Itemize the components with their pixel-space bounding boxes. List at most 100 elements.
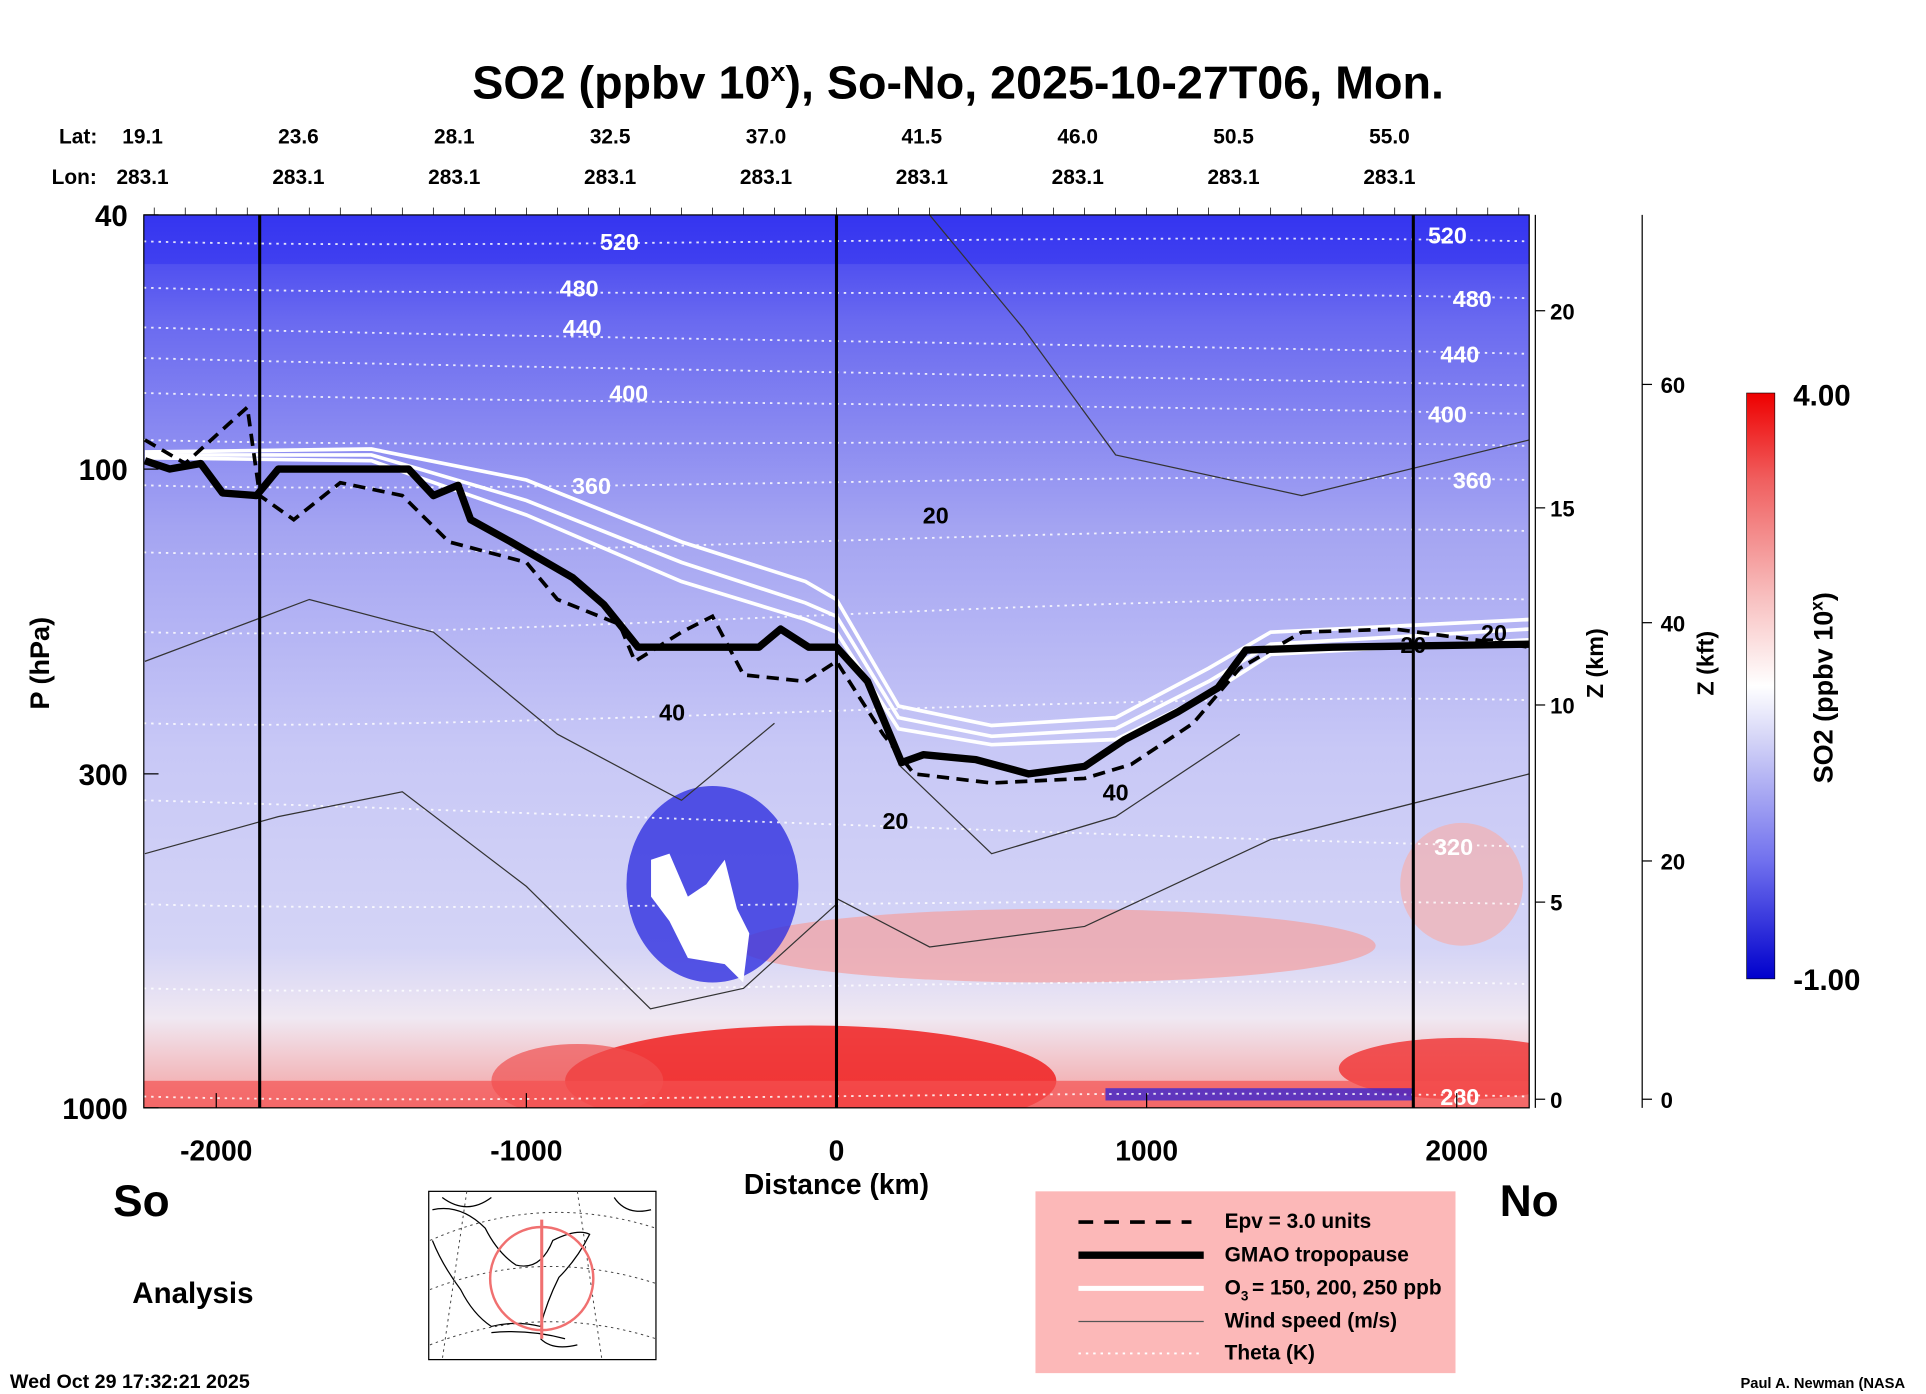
x-axis-label: Distance (km) <box>744 1168 929 1200</box>
z-kft-tick-label: 60 <box>1661 373 1686 398</box>
theta-label: 360 <box>572 473 611 499</box>
legend: Epv = 3.0 units GMAO tropopause O3 = 150,… <box>1035 1191 1456 1374</box>
theta-label: 440 <box>563 315 602 341</box>
wind-speed-label: 20 <box>1400 632 1426 658</box>
legend-o3-label: O3 = 150, 200, 250 ppb <box>1225 1277 1442 1304</box>
wind-speed-label: 20 <box>923 503 949 529</box>
red-plume <box>737 908 1376 983</box>
lat-value: 41.5 <box>902 126 943 149</box>
theta-label: 480 <box>560 275 599 301</box>
lat-value: 50.5 <box>1213 126 1254 149</box>
theta-lines <box>143 237 1530 1101</box>
theta-line <box>143 528 1530 555</box>
theta-label: 440 <box>1440 341 1479 367</box>
colorbar-max: 4.00 <box>1793 379 1850 412</box>
z-kft-tick-label: 0 <box>1661 1088 1673 1113</box>
y-tick-label: 1000 <box>62 1093 128 1126</box>
x-tick-label: 1000 <box>1115 1135 1178 1167</box>
theta-line <box>143 597 1530 635</box>
lat-value: 55.0 <box>1369 126 1410 149</box>
wind-speed-label: 40 <box>659 700 685 726</box>
tropopause-line <box>143 457 1530 778</box>
epv-line <box>143 403 1530 785</box>
wind-speed-label: 20 <box>1481 620 1507 646</box>
lon-value: 283.1 <box>1207 166 1260 189</box>
x-tick-label: 0 <box>829 1135 845 1167</box>
lon-value: 283.1 <box>584 166 637 189</box>
theta-label: 480 <box>1453 286 1492 312</box>
z-km-tick-label: 15 <box>1550 496 1575 521</box>
theta-line <box>143 392 1530 415</box>
y-tick-label: 300 <box>79 759 128 792</box>
axes: -2000 -1000 0 1000 2000 40 100 300 1000 0 5 10 15 20 0… <box>62 200 1685 1167</box>
wind-speed-contour <box>144 791 837 1010</box>
location-map-inset <box>428 1190 657 1361</box>
x-tick-label: 2000 <box>1425 1135 1488 1167</box>
theta-label: 360 <box>1453 468 1492 494</box>
theta-label: 520 <box>600 229 639 255</box>
y-axis-label: P (hPa) <box>25 617 55 710</box>
y-tick-label: 40 <box>95 200 128 233</box>
north-label: No <box>1500 1177 1559 1226</box>
theta-label: 520 <box>1428 223 1467 249</box>
y2-axis-label: Z (km) <box>1582 628 1608 698</box>
x-tick-label: -2000 <box>180 1135 252 1167</box>
theta-label: 400 <box>1428 402 1467 428</box>
y-tick-label: 100 <box>79 454 128 487</box>
lon-value: 283.1 <box>740 166 793 189</box>
theta-line <box>143 357 1530 387</box>
analysis-label: Analysis <box>132 1277 253 1310</box>
lon-value: 283.1 <box>116 166 169 189</box>
theta-line <box>143 438 1530 447</box>
x-tick-label: -1000 <box>490 1135 562 1167</box>
legend-epv-label: Epv = 3.0 units <box>1225 1210 1372 1233</box>
lat-value: 32.5 <box>590 126 631 149</box>
legend-theta-label: Theta (K) <box>1225 1342 1315 1365</box>
timestamp: Wed Oct 29 17:32:21 2025 <box>10 1371 250 1393</box>
wind-speed-contour <box>144 598 775 802</box>
z-km-tick-label: 10 <box>1550 694 1575 719</box>
colorbar-label: SO2 (ppbv 10x) <box>1807 592 1839 783</box>
theta-line <box>143 980 1530 992</box>
theta-line <box>143 326 1530 355</box>
wind-speed-label: 20 <box>882 808 908 834</box>
theta-line <box>143 1092 1530 1101</box>
lon-label: Lon: <box>52 166 97 189</box>
lon-value: 283.1 <box>1052 166 1105 189</box>
y3-axis-label: Z (kft) <box>1692 631 1718 696</box>
lon-value: 283.1 <box>1363 166 1416 189</box>
theta-line <box>143 799 1530 848</box>
lat-value: 28.1 <box>434 126 475 149</box>
red-plume <box>1400 822 1524 946</box>
theta-line <box>143 697 1530 726</box>
ozone-contour <box>144 453 1530 739</box>
lat-value: 23.6 <box>278 126 319 149</box>
theta-label: 320 <box>1434 834 1473 860</box>
theta-line <box>143 476 1530 489</box>
wind-speed-label: 40 <box>1103 779 1129 805</box>
chart-title: SO2 (ppbv 10x), So-No, 2025-10-27T06, Mo… <box>472 56 1444 108</box>
ozone-contour <box>144 447 1530 728</box>
theta-line <box>143 900 1530 908</box>
lat-label: Lat: <box>59 126 97 149</box>
lat-value: 37.0 <box>746 126 787 149</box>
wind-speed-contour <box>836 773 1530 948</box>
wind-speed-contour <box>898 733 1241 855</box>
colorbar <box>1746 392 1776 980</box>
lon-value: 283.1 <box>272 166 325 189</box>
z-km-tick-label: 5 <box>1550 891 1562 916</box>
theta-line <box>143 237 1530 246</box>
z-kft-tick-label: 20 <box>1661 850 1686 875</box>
legend-wind-label: Wind speed (m/s) <box>1225 1310 1398 1333</box>
colorbar-min: -1.00 <box>1793 964 1860 997</box>
credit: Paul A. Newman (NASA <box>1740 1376 1905 1392</box>
wind-speed-contour <box>929 214 1530 497</box>
z-kft-tick-label: 40 <box>1661 611 1686 636</box>
lat-lon-header: Lat: Lon: 19.1 283.1 23.6 283.1 28.1 283.1 32.5 2… <box>52 126 1416 190</box>
lat-value: 46.0 <box>1057 126 1098 149</box>
lon-value: 283.1 <box>428 166 481 189</box>
z-km-tick-label: 0 <box>1550 1088 1562 1113</box>
